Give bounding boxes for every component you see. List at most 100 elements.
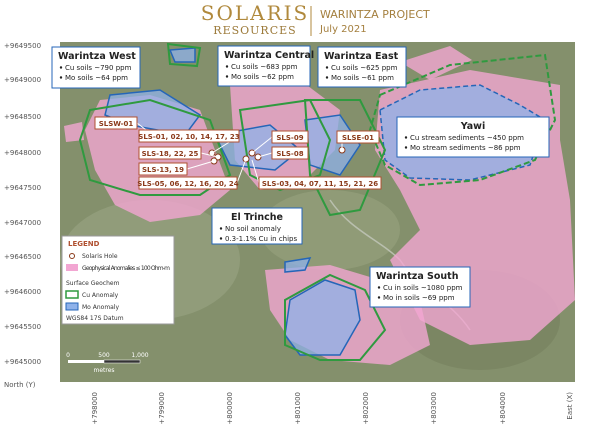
callout-title: Warintza South bbox=[376, 271, 459, 282]
x-label: +798000 bbox=[91, 392, 99, 425]
y-label: +9646000 bbox=[4, 288, 41, 296]
y-label: +9649500 bbox=[4, 42, 41, 50]
header-title: WARINTZA PROJECT bbox=[320, 8, 430, 21]
callout-title: Warintza East bbox=[324, 51, 399, 62]
hole-label-box bbox=[138, 176, 238, 190]
hole-leader bbox=[251, 136, 273, 154]
hole-label: SLS-08 bbox=[276, 150, 303, 158]
hole-label-box bbox=[271, 146, 309, 160]
x-label: +801000 bbox=[294, 392, 302, 425]
x-label: +804000 bbox=[499, 392, 507, 425]
callout-line: Mo stream sediments ~86 ppm bbox=[410, 144, 521, 152]
legend-box bbox=[61, 235, 175, 325]
bullet bbox=[225, 65, 229, 68]
bullet bbox=[219, 237, 223, 240]
hole-leader bbox=[236, 158, 247, 184]
callout-title: El Trinche bbox=[231, 212, 283, 223]
bullet bbox=[377, 286, 381, 289]
logo-top: SOLARIS bbox=[201, 1, 309, 25]
mo-anomaly bbox=[168, 47, 196, 63]
mo-anomaly bbox=[284, 257, 312, 273]
callout-line: Cu soils ~683 ppm bbox=[231, 63, 298, 71]
bullet bbox=[404, 136, 408, 139]
bullet bbox=[404, 146, 408, 149]
hole-leader bbox=[251, 159, 260, 184]
x-label: +799000 bbox=[158, 392, 166, 425]
hole-leader bbox=[200, 152, 219, 158]
callout-box bbox=[369, 266, 471, 308]
cu-anomaly bbox=[166, 42, 202, 68]
x-title: East (X) bbox=[566, 392, 574, 420]
hole-label-box bbox=[94, 116, 138, 130]
callout-line: Cu stream sediments ~450 ppm bbox=[410, 134, 524, 142]
legend-text: Surface Geochem bbox=[66, 280, 120, 287]
callout-line: Cu in soils ~1080 ppm bbox=[383, 284, 463, 292]
hole-label-box bbox=[271, 130, 309, 144]
scale-label: 0 bbox=[66, 352, 70, 359]
callout-box bbox=[317, 46, 407, 88]
hole-label: SLS-13, 19 bbox=[142, 166, 184, 174]
callout-box bbox=[217, 45, 311, 87]
x-label: +802000 bbox=[362, 392, 370, 425]
hole-label: SLS-09 bbox=[276, 134, 303, 142]
y-label: +9649000 bbox=[4, 76, 41, 84]
cu-anomaly bbox=[284, 273, 387, 361]
callout-line: Mo soils ~64 ppm bbox=[65, 74, 128, 82]
callout-line: No soil anomaly bbox=[225, 225, 281, 233]
hole-leader bbox=[257, 152, 273, 158]
mo-anomaly bbox=[284, 279, 361, 356]
geophysical-anomaly bbox=[64, 122, 84, 142]
map bbox=[60, 42, 575, 382]
hole-label-box bbox=[138, 146, 202, 160]
hole-label: SLSW-01 bbox=[99, 120, 134, 128]
y-label: +9646500 bbox=[4, 253, 41, 261]
callout-title: Warintza West bbox=[58, 51, 136, 62]
legend-title: LEGEND bbox=[68, 240, 100, 248]
scale-bar bbox=[103, 359, 141, 364]
cu-anomaly bbox=[303, 99, 387, 217]
scale-label: 500 bbox=[98, 352, 110, 359]
callout-title: Warintza Central bbox=[224, 50, 314, 61]
y-label: +9645500 bbox=[4, 323, 41, 331]
callout-line: 0.3-1.1% Cu in chips bbox=[225, 235, 297, 243]
geophysical-anomaly bbox=[400, 46, 472, 80]
header-date: July 2021 bbox=[319, 24, 367, 35]
cu-anomaly bbox=[78, 98, 232, 196]
bullet bbox=[325, 76, 329, 79]
y-label: +9645000 bbox=[4, 358, 41, 366]
hole-label: SLS-01, 02, 10, 14, 17, 23 bbox=[138, 133, 240, 141]
hole-label: SLS-03, 04, 07, 11, 15, 21, 26 bbox=[262, 180, 378, 188]
scale-unit: metres bbox=[93, 367, 114, 374]
callout-line: Mo soils ~62 ppm bbox=[231, 73, 294, 81]
hole-label: SLS-05, 06, 12, 16, 20, 24 bbox=[137, 180, 239, 188]
logo-bottom: RESOURCES bbox=[213, 24, 296, 37]
legend-cu bbox=[65, 290, 79, 299]
hole-label-box bbox=[258, 176, 382, 190]
hole-label-box bbox=[138, 129, 240, 143]
legend-text: Mo Anomaly bbox=[82, 304, 120, 311]
bullet bbox=[59, 76, 63, 79]
labels: +9649500 +9649000 +9648500 +9648000 +9647500… bbox=[4, 42, 574, 425]
y-label: +9647000 bbox=[4, 219, 41, 227]
legend-text: Geophysical Anomalies ≤ 100 Ohm-m bbox=[82, 265, 170, 272]
cu-anomaly bbox=[368, 53, 557, 187]
legend-pink bbox=[66, 264, 78, 271]
hole-label: SLS-18, 22, 25 bbox=[142, 150, 199, 158]
legend-text: Cu Anomaly bbox=[82, 292, 119, 299]
callout-box bbox=[396, 116, 550, 158]
bullet bbox=[225, 75, 229, 78]
hole-leader bbox=[186, 160, 215, 170]
callout-line: Mo soils ~61 ppm bbox=[331, 74, 394, 82]
callout-line: Cu soils ~625 ppm bbox=[331, 64, 398, 72]
legend-text: WGS84 17S Datum bbox=[66, 315, 124, 322]
y-title: North (Y) bbox=[4, 381, 36, 389]
bullet bbox=[377, 296, 381, 299]
legend-hole bbox=[69, 253, 75, 259]
scale-bar bbox=[68, 360, 104, 363]
hole-label-box bbox=[138, 162, 188, 176]
callout-title: Yawi bbox=[460, 121, 485, 132]
scale-label: 1,000 bbox=[131, 352, 148, 359]
x-label: +803000 bbox=[430, 392, 438, 425]
legend-text: Solaris Hole bbox=[82, 253, 118, 260]
